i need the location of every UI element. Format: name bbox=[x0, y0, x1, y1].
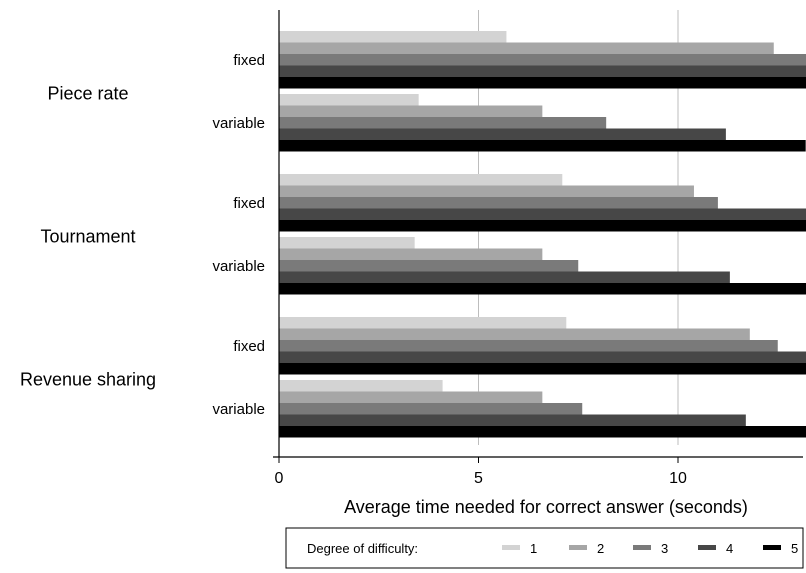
x-ticks: 0510152025 bbox=[275, 457, 687, 487]
bars bbox=[279, 31, 806, 438]
bar bbox=[279, 414, 746, 426]
bar bbox=[279, 220, 806, 232]
legend-swatch bbox=[502, 545, 520, 550]
bar bbox=[279, 174, 563, 186]
legend-swatch bbox=[763, 545, 781, 550]
legend-label: 4 bbox=[726, 541, 733, 556]
bar bbox=[279, 128, 726, 140]
subgroup-label: variable bbox=[212, 115, 265, 132]
bar bbox=[279, 117, 607, 129]
bar bbox=[279, 208, 806, 220]
bar bbox=[279, 340, 778, 352]
bar bbox=[279, 94, 419, 106]
legend: Degree of difficulty: 1 2 3 4 5 bbox=[285, 527, 804, 569]
subgroup-label: variable bbox=[212, 401, 265, 418]
legend-label: 1 bbox=[530, 541, 537, 556]
bar bbox=[279, 317, 567, 329]
legend-title: Degree of difficulty: bbox=[307, 541, 418, 556]
subgroup-label: variable bbox=[212, 258, 265, 275]
group-label: Piece rate bbox=[47, 83, 128, 103]
bar bbox=[279, 248, 543, 260]
bar bbox=[279, 426, 806, 438]
bar bbox=[279, 65, 806, 77]
bar bbox=[279, 31, 507, 43]
legend-swatch bbox=[698, 545, 716, 550]
bar bbox=[279, 105, 543, 117]
legend-swatch bbox=[569, 545, 587, 550]
legend-label: 2 bbox=[597, 541, 604, 556]
bar bbox=[279, 328, 750, 340]
subgroup-label: fixed bbox=[233, 338, 265, 355]
bar bbox=[279, 271, 730, 283]
bar bbox=[279, 140, 806, 152]
x-axis-title: Average time needed for correct answer (… bbox=[344, 497, 748, 517]
legend-label: 3 bbox=[661, 541, 668, 556]
legend-box bbox=[285, 527, 804, 569]
bar bbox=[279, 54, 806, 66]
bar bbox=[279, 237, 415, 249]
bar bbox=[279, 391, 543, 403]
legend-swatch bbox=[633, 545, 651, 550]
category-labels: fixed variable Piece rate fixed variable Tour… bbox=[20, 52, 265, 418]
bar bbox=[279, 403, 583, 415]
subgroup-label: fixed bbox=[233, 195, 265, 212]
bar bbox=[279, 185, 694, 197]
bar bbox=[279, 363, 806, 375]
x-tick-label: 10 bbox=[669, 470, 687, 487]
group-label: Tournament bbox=[40, 226, 135, 246]
bar bbox=[279, 197, 718, 209]
x-tick-label: 5 bbox=[474, 470, 483, 487]
bar bbox=[279, 380, 443, 392]
group-label: Revenue sharing bbox=[20, 369, 156, 389]
bar bbox=[279, 283, 806, 295]
legend-label: 5 bbox=[791, 541, 798, 556]
x-tick-label: 0 bbox=[275, 470, 284, 487]
bar bbox=[279, 351, 806, 363]
bar bbox=[279, 77, 806, 89]
bar bbox=[279, 260, 579, 272]
bar bbox=[279, 42, 774, 54]
subgroup-label: fixed bbox=[233, 52, 265, 69]
